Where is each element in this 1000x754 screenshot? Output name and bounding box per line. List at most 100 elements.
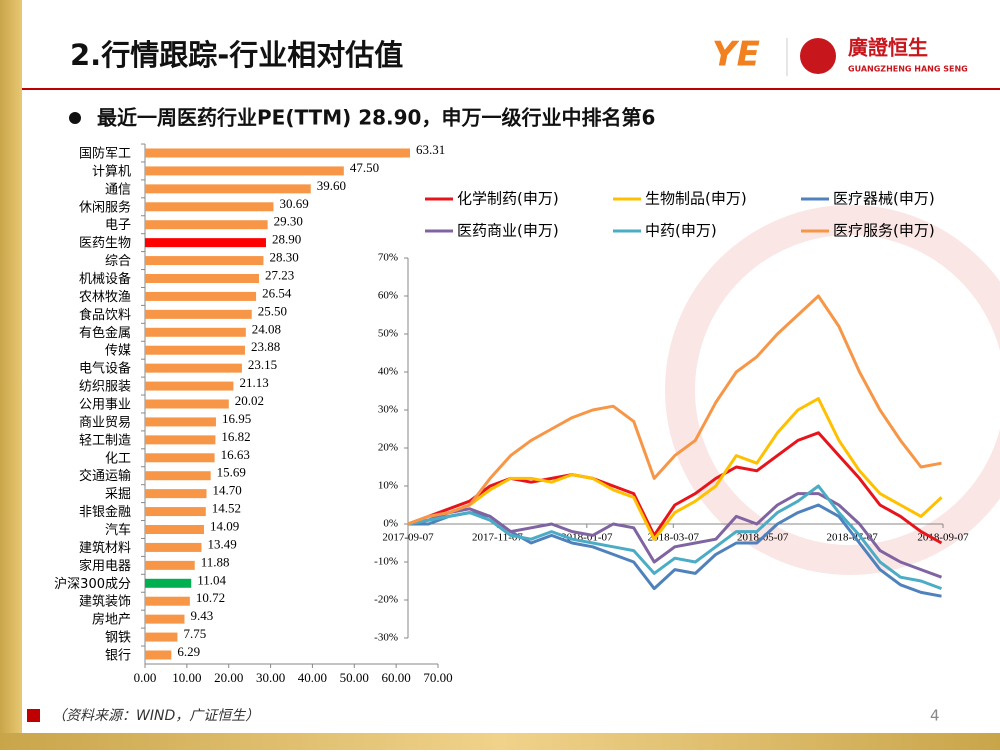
y-tick-label: 交通运输	[79, 468, 131, 484]
y-tick-label: 汽车	[105, 522, 131, 538]
value-label: 15.69	[217, 465, 246, 480]
value-label: 9.43	[190, 608, 213, 623]
value-label: 16.82	[221, 429, 250, 444]
y-tick-label: 建筑装饰	[79, 594, 131, 610]
bar	[145, 345, 245, 355]
value-label: 28.90	[272, 232, 301, 247]
y-tick-label: 商业贸易	[79, 415, 131, 430]
value-label: 6.29	[177, 644, 200, 659]
bar	[145, 148, 410, 158]
y-tick-label: 70%	[378, 252, 398, 264]
legend-label: 中药(申万)	[645, 222, 717, 240]
side-stripe	[0, 0, 22, 750]
legend-label: 医疗器械(申万)	[833, 190, 935, 208]
y-tick-label: 10%	[378, 480, 398, 492]
bar	[145, 309, 252, 319]
legend-label: 医药商业(申万)	[457, 222, 559, 240]
y-tick-label: -10%	[374, 556, 398, 568]
source: （资料来源：WIND，广证恒生）	[52, 708, 259, 724]
bar	[145, 614, 185, 624]
value-label: 10.72	[196, 590, 225, 605]
y-tick-label: 电气设备	[79, 361, 131, 377]
y-tick-label: 电子	[105, 218, 131, 233]
bar	[145, 453, 215, 463]
x-tick-label: 2018-09-07	[917, 532, 969, 544]
watermark	[665, 205, 1000, 575]
bar	[145, 578, 192, 588]
series-line	[407, 431, 943, 545]
value-label: 16.63	[221, 447, 250, 462]
slide-title: 2.行情跟踪-行业相对估值	[70, 38, 403, 72]
value-label: 29.30	[274, 214, 303, 229]
y-tick-label: 医药生物	[79, 236, 131, 251]
bar	[145, 274, 259, 283]
logo-en: GUANGZHENG HANG SENG	[848, 65, 968, 74]
bullet-text: 最近一周医药行业PE(TTM) 28.90，申万一级行业中排名第6	[97, 106, 655, 130]
y-tick-label: 化工	[105, 451, 131, 466]
value-label: 63.31	[416, 142, 445, 157]
y-tick-label: 建筑材料	[79, 540, 131, 556]
y-tick-label: 轻工制造	[79, 433, 131, 448]
x-tick-label: 20.00	[214, 670, 243, 685]
x-tick-label: 30.00	[256, 670, 285, 685]
y-tick-label: 有色金属	[79, 325, 131, 341]
value-label: 39.60	[317, 178, 346, 193]
bottom-stripe	[0, 733, 1000, 750]
y-tick-label: 20%	[378, 442, 398, 454]
bar	[145, 381, 234, 391]
bar	[145, 184, 311, 194]
value-label: 13.49	[207, 536, 236, 551]
logo-seal	[800, 38, 836, 74]
y-tick-label: 钢铁	[105, 631, 131, 646]
bar	[145, 327, 246, 337]
y-tick-label: 纺织服装	[79, 380, 131, 395]
bar	[145, 399, 229, 409]
bar	[145, 166, 344, 176]
y-tick-label: 休闲服务	[79, 199, 131, 215]
y-tick-label: 60%	[378, 290, 398, 302]
bar	[145, 291, 257, 301]
value-label: 47.50	[350, 160, 379, 175]
bar	[145, 542, 202, 552]
bar	[145, 202, 274, 212]
y-tick-label: 机械设备	[79, 271, 131, 287]
logo-cn: 廣證恒生	[848, 36, 928, 60]
page-number: 4	[930, 707, 940, 725]
bar	[145, 632, 178, 642]
bar	[145, 560, 195, 570]
y-tick-label: 传媒	[105, 344, 131, 359]
legend-label: 医疗服务(申万)	[833, 222, 935, 240]
y-tick-label: 综合	[105, 254, 131, 269]
y-tick-label: 采掘	[105, 487, 131, 502]
bar	[145, 363, 242, 373]
y-tick-label: 公用事业	[79, 398, 131, 413]
series-line	[407, 484, 943, 591]
bar	[145, 256, 264, 266]
value-label: 23.15	[248, 357, 277, 372]
value-label: 28.30	[269, 250, 298, 265]
bar	[145, 220, 268, 230]
y-tick-label: -30%	[374, 632, 398, 644]
x-tick-label: 0.00	[134, 670, 157, 685]
series-line	[407, 294, 942, 526]
bar	[145, 471, 211, 481]
series-line	[407, 397, 943, 541]
value-label: 14.70	[213, 483, 242, 498]
bar	[145, 596, 190, 606]
value-label: 20.02	[235, 393, 264, 408]
x-tick-label: 60.00	[382, 670, 411, 685]
bar	[145, 417, 216, 427]
value-label: 14.09	[210, 518, 239, 533]
bar	[145, 650, 172, 660]
y-tick-label: 0%	[383, 518, 398, 530]
legend-label: 生物制品(申万)	[645, 190, 747, 208]
value-label: 11.88	[201, 554, 230, 569]
bar	[145, 489, 207, 499]
y-tick-label: 食品饮料	[79, 307, 131, 323]
bar	[145, 507, 206, 517]
y-tick-label: 计算机	[92, 164, 131, 179]
legend-label: 化学制药(申万)	[457, 190, 559, 208]
y-tick-label: 30%	[378, 404, 398, 416]
value-label: 14.52	[212, 501, 241, 516]
